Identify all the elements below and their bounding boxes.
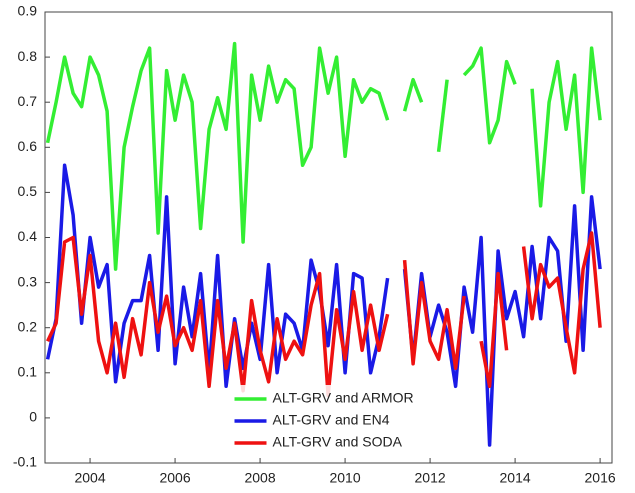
x-tick-label: 2008 [244, 470, 275, 486]
series-line [436, 79, 449, 153]
series-line [402, 259, 466, 371]
series-line [45, 163, 390, 389]
x-tick-label: 2012 [415, 470, 446, 486]
series-line [402, 77, 424, 112]
legend-label: ALT-GRV and EN4 [273, 412, 390, 428]
y-tick-label: 0.5 [18, 183, 38, 199]
plot-frame [44, 11, 613, 464]
y-tick-label: 0.2 [18, 318, 38, 334]
y-tick-label: 0 [29, 409, 37, 425]
legend: ALT-GRV and ARMOR ALT-GRV and EN4 ALT-GRV … [228, 385, 429, 457]
x-tick-label: 2004 [74, 470, 105, 486]
x-tick-label: 2010 [329, 470, 360, 486]
y-tick-label: 0.7 [18, 93, 38, 109]
series-line [479, 271, 509, 389]
y-tick-label: 0.4 [18, 228, 38, 244]
y-tick-label: 0.6 [18, 138, 38, 154]
y-tick-label: 0.1 [18, 364, 38, 380]
x-tick-label: 2014 [500, 470, 531, 486]
series-line [521, 231, 602, 375]
x-tick-label: 2016 [585, 470, 616, 486]
series-line [530, 46, 602, 208]
series-line [46, 235, 390, 398]
series-line [462, 46, 517, 145]
y-tick-label: 0.8 [18, 48, 38, 64]
legend-label: ALT-GRV and SODA [273, 434, 403, 450]
series-line [402, 195, 602, 447]
y-tick-label: 0.9 [18, 3, 38, 19]
x-tick-label: 2006 [159, 470, 190, 486]
y-tick-label: 0.3 [18, 273, 38, 289]
legend-label: ALT-GRV and ARMOR [273, 390, 414, 406]
y-tick-label: -0.1 [13, 454, 37, 470]
series-line [45, 41, 390, 271]
